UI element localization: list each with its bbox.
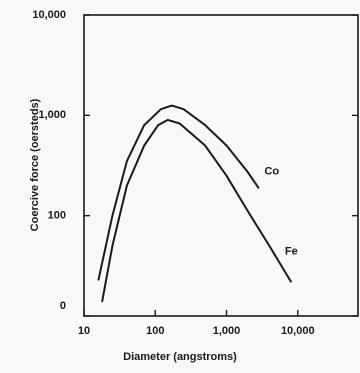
series-label: Fe [285,246,298,258]
x-axis-label: Diameter (angstroms) [123,351,237,363]
plot-frame [83,14,359,317]
y-tick-label: 100 [48,210,66,222]
y-axis-label: Coercive force (oersteds) [29,98,41,231]
x-tick-label: 10 [78,325,90,337]
series-label: Co [264,166,279,178]
series-line [101,118,292,303]
series-line [97,104,260,281]
x-tick-label: 100 [146,325,164,337]
x-tick-label: 10,000 [281,325,315,337]
y-tick-label: 1,000 [38,109,66,121]
x-tick-label: 1,000 [213,325,241,337]
y-tick-label: 0 [60,300,66,312]
y-tick-label: 10,000 [32,9,66,21]
